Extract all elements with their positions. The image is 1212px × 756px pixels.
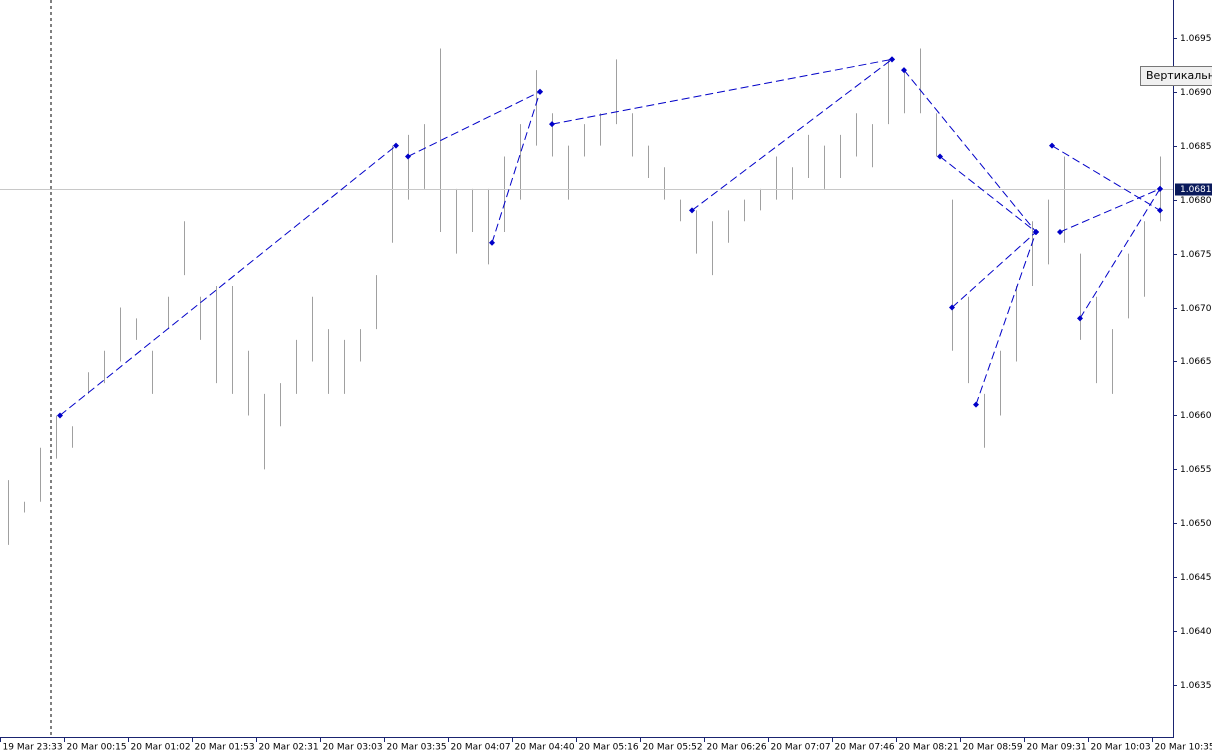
y-tick-label: 1.0690 [1180,88,1212,98]
x-tick-label: 20 Mar 03:03 [323,743,383,753]
x-tick-label: 20 Mar 10:03 [1091,743,1151,753]
trend-segment [407,91,541,157]
tooltip-text: Вертикальны [1146,69,1212,82]
segment-point [901,67,907,74]
x-tick-label: 20 Mar 01:02 [131,743,191,753]
segment-point [393,142,399,149]
segment-point [1033,228,1039,235]
x-tick-label: 20 Mar 04:07 [451,743,511,753]
trend-segment [491,91,541,243]
y-tick-label: 1.0665 [1180,357,1212,367]
x-tick-label: 20 Mar 09:31 [1027,743,1087,753]
y-tick-label: 1.0670 [1180,304,1212,314]
segment-point [973,401,979,408]
trend-segment [903,69,1037,233]
segment-point [937,153,943,160]
segment-point [57,412,63,419]
tooltip: Вертикальны [1140,66,1212,86]
trend-segment [939,156,1037,233]
segment-point [1077,315,1083,322]
segment-point [949,304,955,311]
y-tick-label: 1.0640 [1180,627,1212,637]
x-tick-label: 19 Mar 23:33 [3,743,63,753]
x-tick-label: 20 Mar 07:07 [771,743,831,753]
x-tick-label: 20 Mar 08:21 [899,743,959,753]
x-tick-label: 20 Mar 00:15 [67,743,127,753]
y-tick-label: 1.0645 [1180,573,1212,583]
price-label-box [1175,183,1212,196]
x-tick-label: 20 Mar 05:52 [643,743,703,753]
y-tick-label: 1.0655 [1180,465,1212,475]
segment-point [889,56,895,63]
segment-point [1049,142,1055,149]
x-tick-label: 20 Mar 05:16 [579,743,639,753]
y-tick-label: 1.0650 [1180,519,1212,529]
trend-segment [1059,188,1161,233]
y-tick-label: 1.0695 [1180,34,1212,44]
x-tick-label: 20 Mar 10:35 [1155,743,1212,753]
y-tick-label: 1.0660 [1180,411,1212,421]
price-label: 1.0681 [1180,185,1212,195]
segment-point [1057,228,1063,235]
segment-point [537,88,543,95]
trend-segment [691,58,893,211]
y-tick-label: 1.0685 [1180,142,1212,152]
x-tick-label: 20 Mar 04:40 [515,743,575,753]
trend-segment [59,145,397,416]
segment-point [489,239,495,246]
trend-segment [1051,145,1161,211]
segment-point [549,121,555,128]
y-tick-label: 1.0680 [1180,196,1212,206]
x-tick-label: 20 Mar 03:35 [387,743,447,753]
trend-segment [951,231,1037,308]
x-tick-label: 20 Mar 01:53 [195,743,255,753]
segment-point [689,207,695,214]
segment-point [405,153,411,160]
y-tick-label: 1.0675 [1180,250,1212,260]
segment-point [1157,207,1163,214]
x-tick-label: 20 Mar 06:26 [707,743,767,753]
segment-point [1157,185,1163,192]
tooltip-box [1140,66,1212,86]
trend-segment [1079,188,1161,319]
x-tick-label: 20 Mar 08:59 [963,743,1023,753]
x-tick-label: 20 Mar 02:31 [259,743,319,753]
y-tick-label: 1.0635 [1180,681,1212,691]
trend-segment [975,231,1037,405]
x-tick-label: 20 Mar 07:46 [835,743,895,753]
trend-segment [551,58,893,125]
